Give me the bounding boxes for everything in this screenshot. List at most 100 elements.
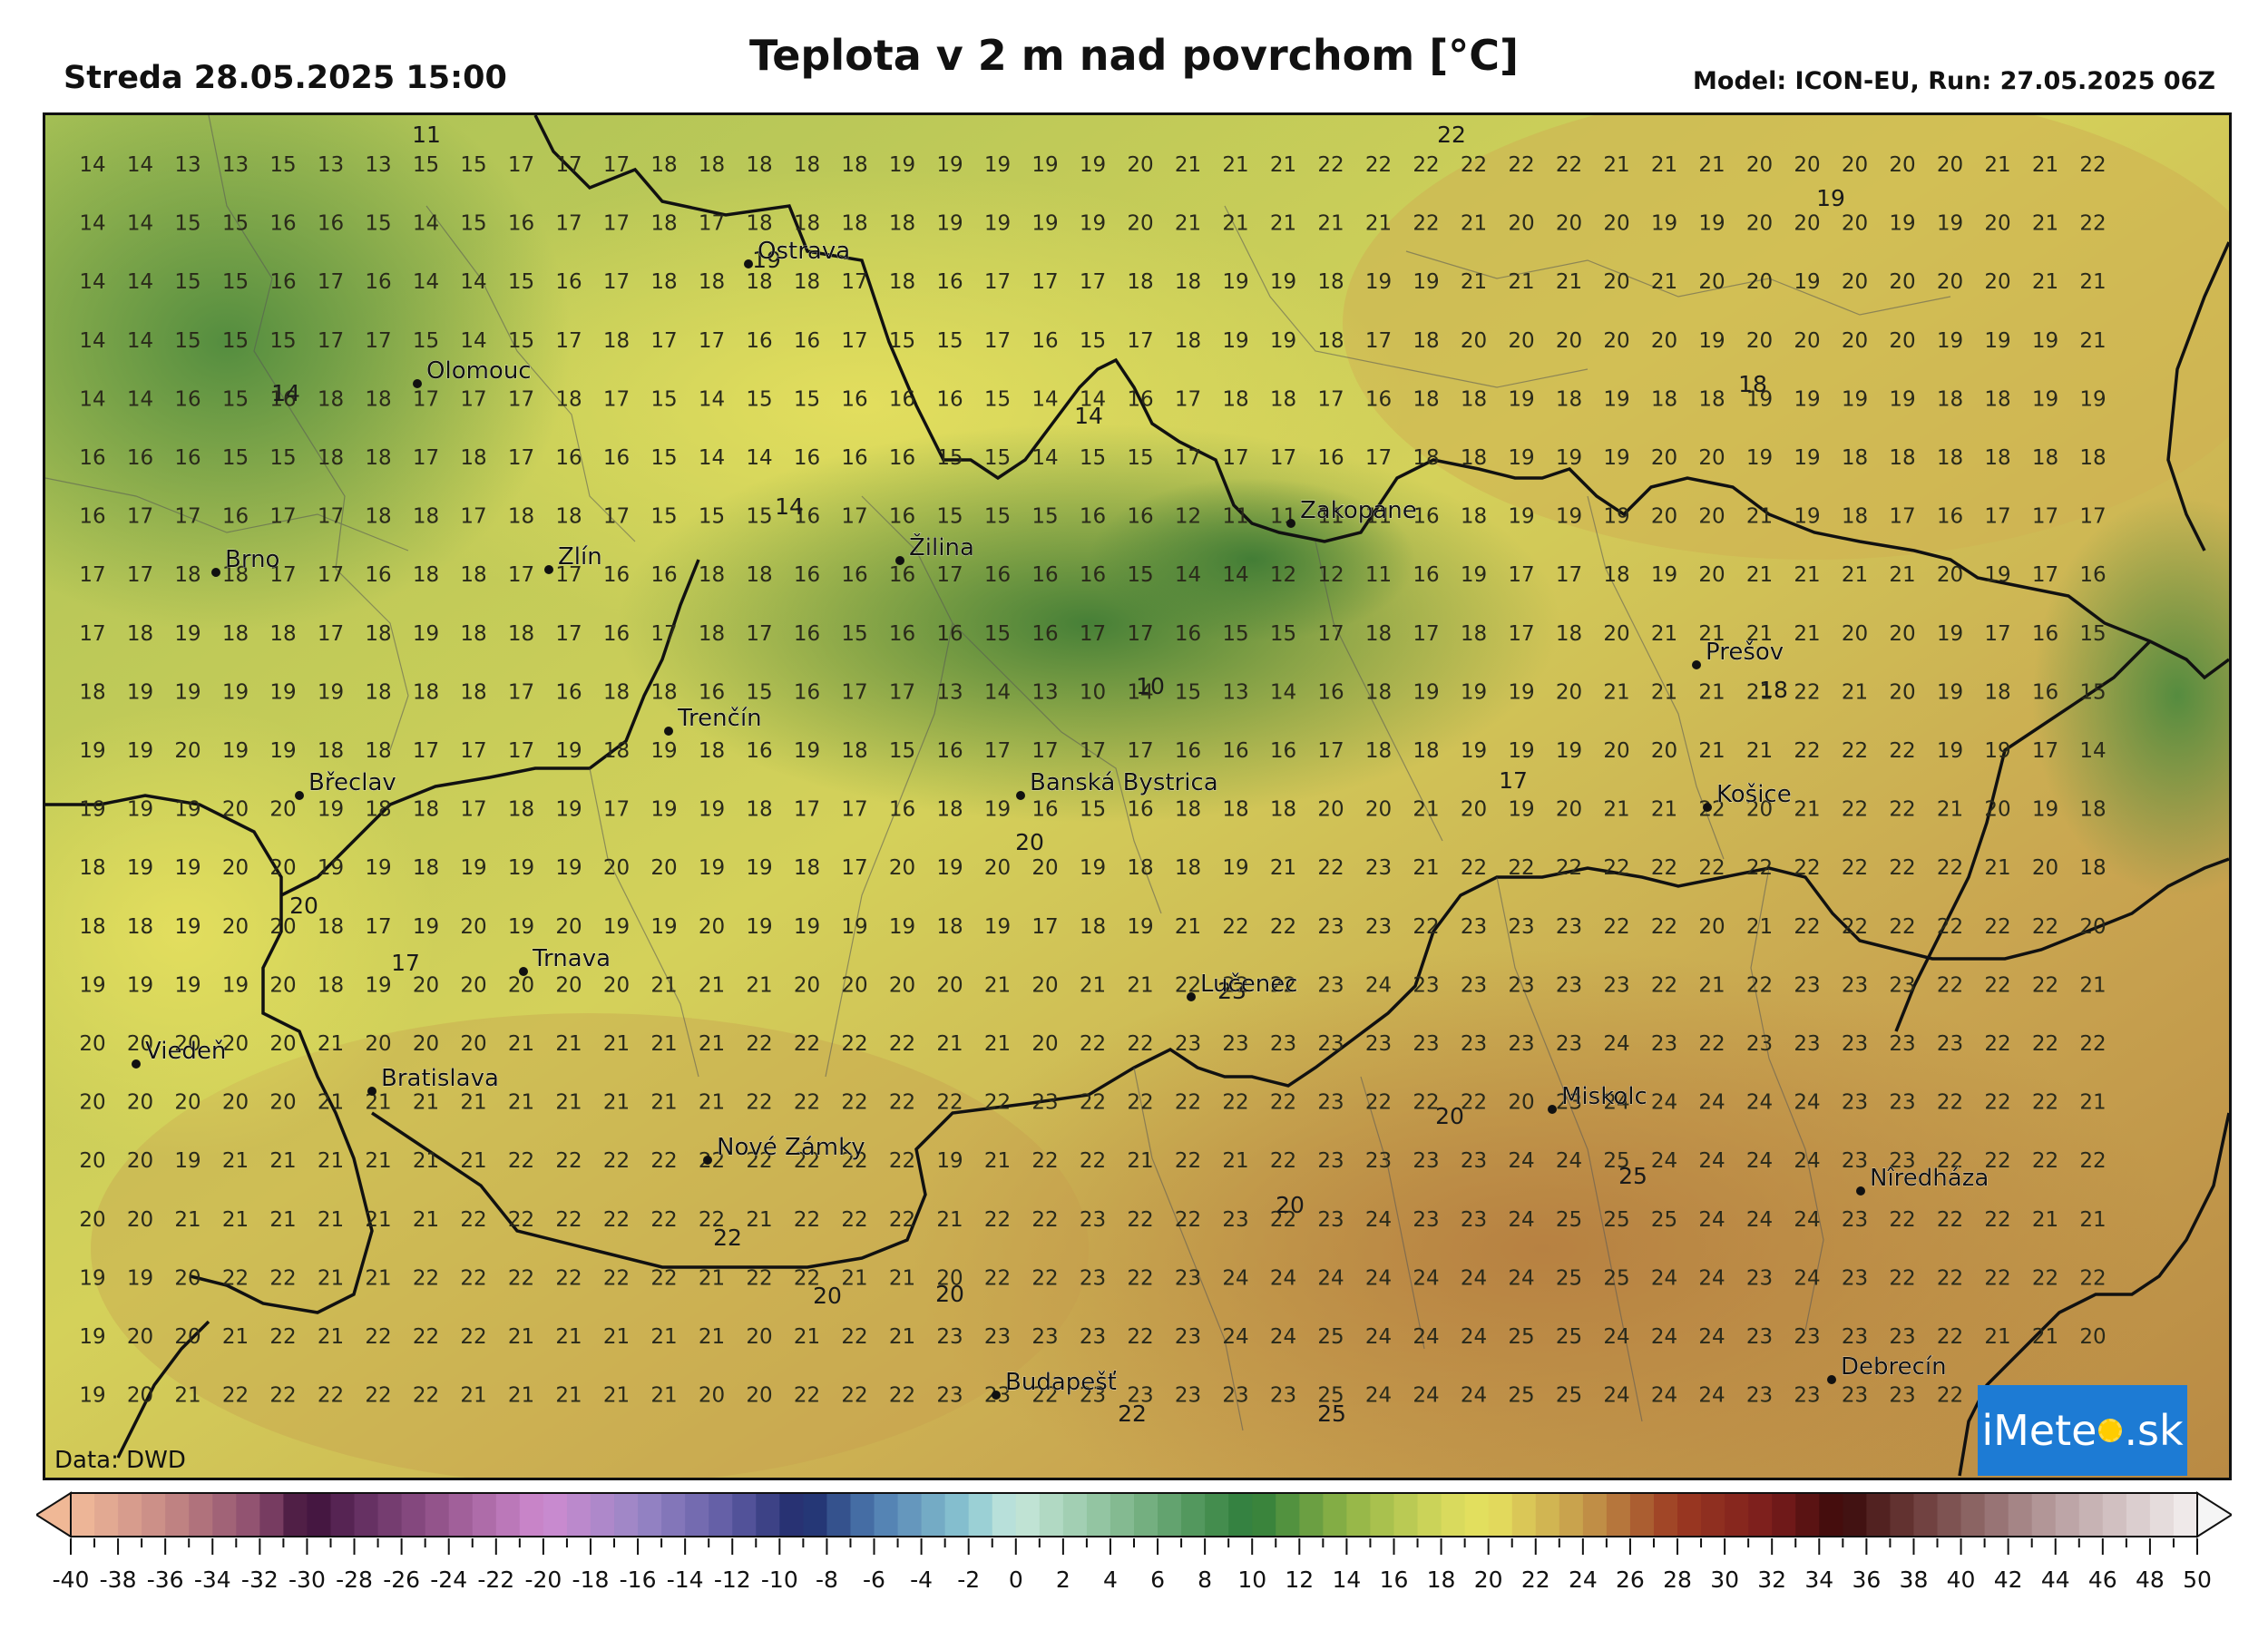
grid-value: 22	[1080, 1149, 1106, 1173]
grid-value: 22	[841, 1384, 867, 1408]
scale-label: -22	[477, 1567, 514, 1593]
grid-value: 17	[1984, 622, 2010, 646]
grid-value: 20	[127, 1091, 153, 1115]
grid-value: 18	[746, 270, 772, 294]
city-label: Ostrava	[758, 238, 850, 265]
grid-value: 18	[699, 622, 725, 646]
grid-value: 22	[2032, 1091, 2058, 1115]
grid-value: 24	[1317, 1266, 1344, 1290]
grid-value: 17	[841, 505, 867, 529]
city-marker[interactable]: Trenčín	[664, 705, 762, 736]
grid-value: 16	[269, 270, 296, 294]
grid-value: 14	[79, 387, 105, 411]
grid-value: 19	[269, 739, 296, 763]
city-marker[interactable]: Zakopane	[1286, 497, 1417, 528]
scale-segment	[1701, 1493, 1725, 1537]
grid-value: 22	[1413, 1091, 1439, 1115]
city-marker[interactable]: Debrecín	[1827, 1353, 1947, 1384]
grid-value: 18	[1222, 387, 1248, 411]
scale-segment	[1417, 1493, 1442, 1537]
grid-value: 18	[1984, 446, 2010, 470]
grid-value: 21	[1651, 622, 1677, 646]
grid-value: 22	[1603, 915, 1629, 939]
city-marker[interactable]: Břeclav	[295, 769, 396, 800]
grid-value: 20	[1984, 798, 2010, 822]
city-marker[interactable]: Nîredháza	[1856, 1165, 1989, 1196]
grid-value: 21	[1127, 973, 1153, 997]
grid-value: 24	[1651, 1325, 1677, 1349]
grid-value: 16	[2079, 563, 2106, 587]
grid-value: 17	[1080, 622, 1106, 646]
scale-segment	[495, 1493, 521, 1537]
grid-value: 14	[127, 329, 153, 353]
grid-value: 22	[699, 1208, 725, 1232]
grid-value: 19	[1556, 446, 1582, 470]
city-marker[interactable]: Lučenec	[1187, 971, 1298, 1001]
grid-value: 21	[841, 1266, 867, 1290]
grid-value: 23	[1794, 973, 1820, 997]
grid-value: 14	[1127, 680, 1153, 704]
city-marker[interactable]: Žilina	[895, 532, 974, 565]
grid-value: 14	[1031, 446, 1058, 470]
city-marker[interactable]: Olomouc	[413, 357, 532, 388]
grid-value: 16	[603, 622, 630, 646]
grid-value: 20	[1651, 739, 1677, 763]
grid-value: 23	[1889, 973, 1915, 997]
grid-value: 17	[1222, 446, 1248, 470]
grid-value: 18	[794, 856, 820, 880]
grid-value: 22	[1794, 739, 1820, 763]
grid-value: 22	[603, 1208, 630, 1232]
city-marker[interactable]: Miskolc	[1548, 1083, 1647, 1114]
temperature-map[interactable]: 14 14 13 13 15 13 13 15 15 17 17 17 18 18 18 18 18 19 19 19…	[43, 112, 2232, 1480]
grid-value: 20	[1698, 505, 1725, 529]
grid-value: 20	[1698, 563, 1725, 587]
imeteo-logo[interactable]: iMete .sk	[1978, 1385, 2187, 1476]
scale-segment	[685, 1493, 709, 1537]
grid-value: 21	[936, 1032, 963, 1056]
grid-value: 24	[1603, 1384, 1629, 1408]
grid-value: 14	[1270, 680, 1296, 704]
grid-value: 17	[841, 856, 867, 880]
grid-value: 25	[1603, 1266, 1629, 1290]
color-scale: -40 -38 -36 -34 -32 -30 -28 -26 -24 -22 -20 -18 -16-…	[36, 1491, 2232, 1593]
grid-value: 22	[936, 1091, 963, 1115]
grid-value: 22	[841, 1325, 867, 1349]
city-dot	[211, 568, 220, 577]
scale-segment	[259, 1493, 284, 1537]
city-marker[interactable]: Prešov	[1692, 639, 1784, 669]
extreme-label: 22	[1437, 122, 1466, 148]
city-marker[interactable]: Brno	[211, 546, 280, 577]
grid-value: 23	[1365, 1032, 1392, 1056]
city-marker[interactable]: Nové Zámky	[703, 1134, 865, 1165]
city-marker[interactable]: Budapešť	[992, 1369, 1117, 1400]
city-marker[interactable]: Ostrava	[744, 238, 850, 268]
grid-value: 15	[413, 329, 439, 353]
city-marker[interactable]: Viedeň	[132, 1038, 227, 1069]
grid-value: 19	[1937, 680, 1963, 704]
grid-value: 22	[1556, 856, 1582, 880]
city-marker[interactable]: Bratislava	[367, 1065, 499, 1096]
grid-value: 18	[1413, 387, 1439, 411]
scale-segment	[1629, 1493, 1655, 1537]
grid-value: 21	[2032, 153, 2058, 177]
grid-value: 18	[746, 153, 772, 177]
grid-value: 18	[555, 387, 582, 411]
scale-label: 38	[1900, 1567, 1929, 1593]
city-marker[interactable]: Banská Bystrica	[1016, 769, 1218, 800]
city-marker[interactable]: Zlín	[544, 543, 602, 574]
extreme-label: 20	[1015, 829, 1044, 855]
extreme-label: 25	[1618, 1163, 1647, 1189]
grid-value: 19	[2079, 387, 2106, 411]
grid-value: 15	[365, 212, 391, 236]
city-marker[interactable]: Trnava	[519, 945, 611, 976]
grid-value: 19	[1603, 446, 1629, 470]
city-marker[interactable]: Košice	[1703, 781, 1792, 812]
grid-value: 20	[1794, 212, 1820, 236]
grid-value: 20	[222, 915, 249, 939]
scale-segment	[1252, 1493, 1276, 1537]
grid-value: 20	[269, 973, 296, 997]
grid-value: 20	[413, 973, 439, 997]
grid-value: 18	[841, 739, 867, 763]
grid-value: 21	[746, 1208, 772, 1232]
grid-value: 22	[1794, 680, 1820, 704]
